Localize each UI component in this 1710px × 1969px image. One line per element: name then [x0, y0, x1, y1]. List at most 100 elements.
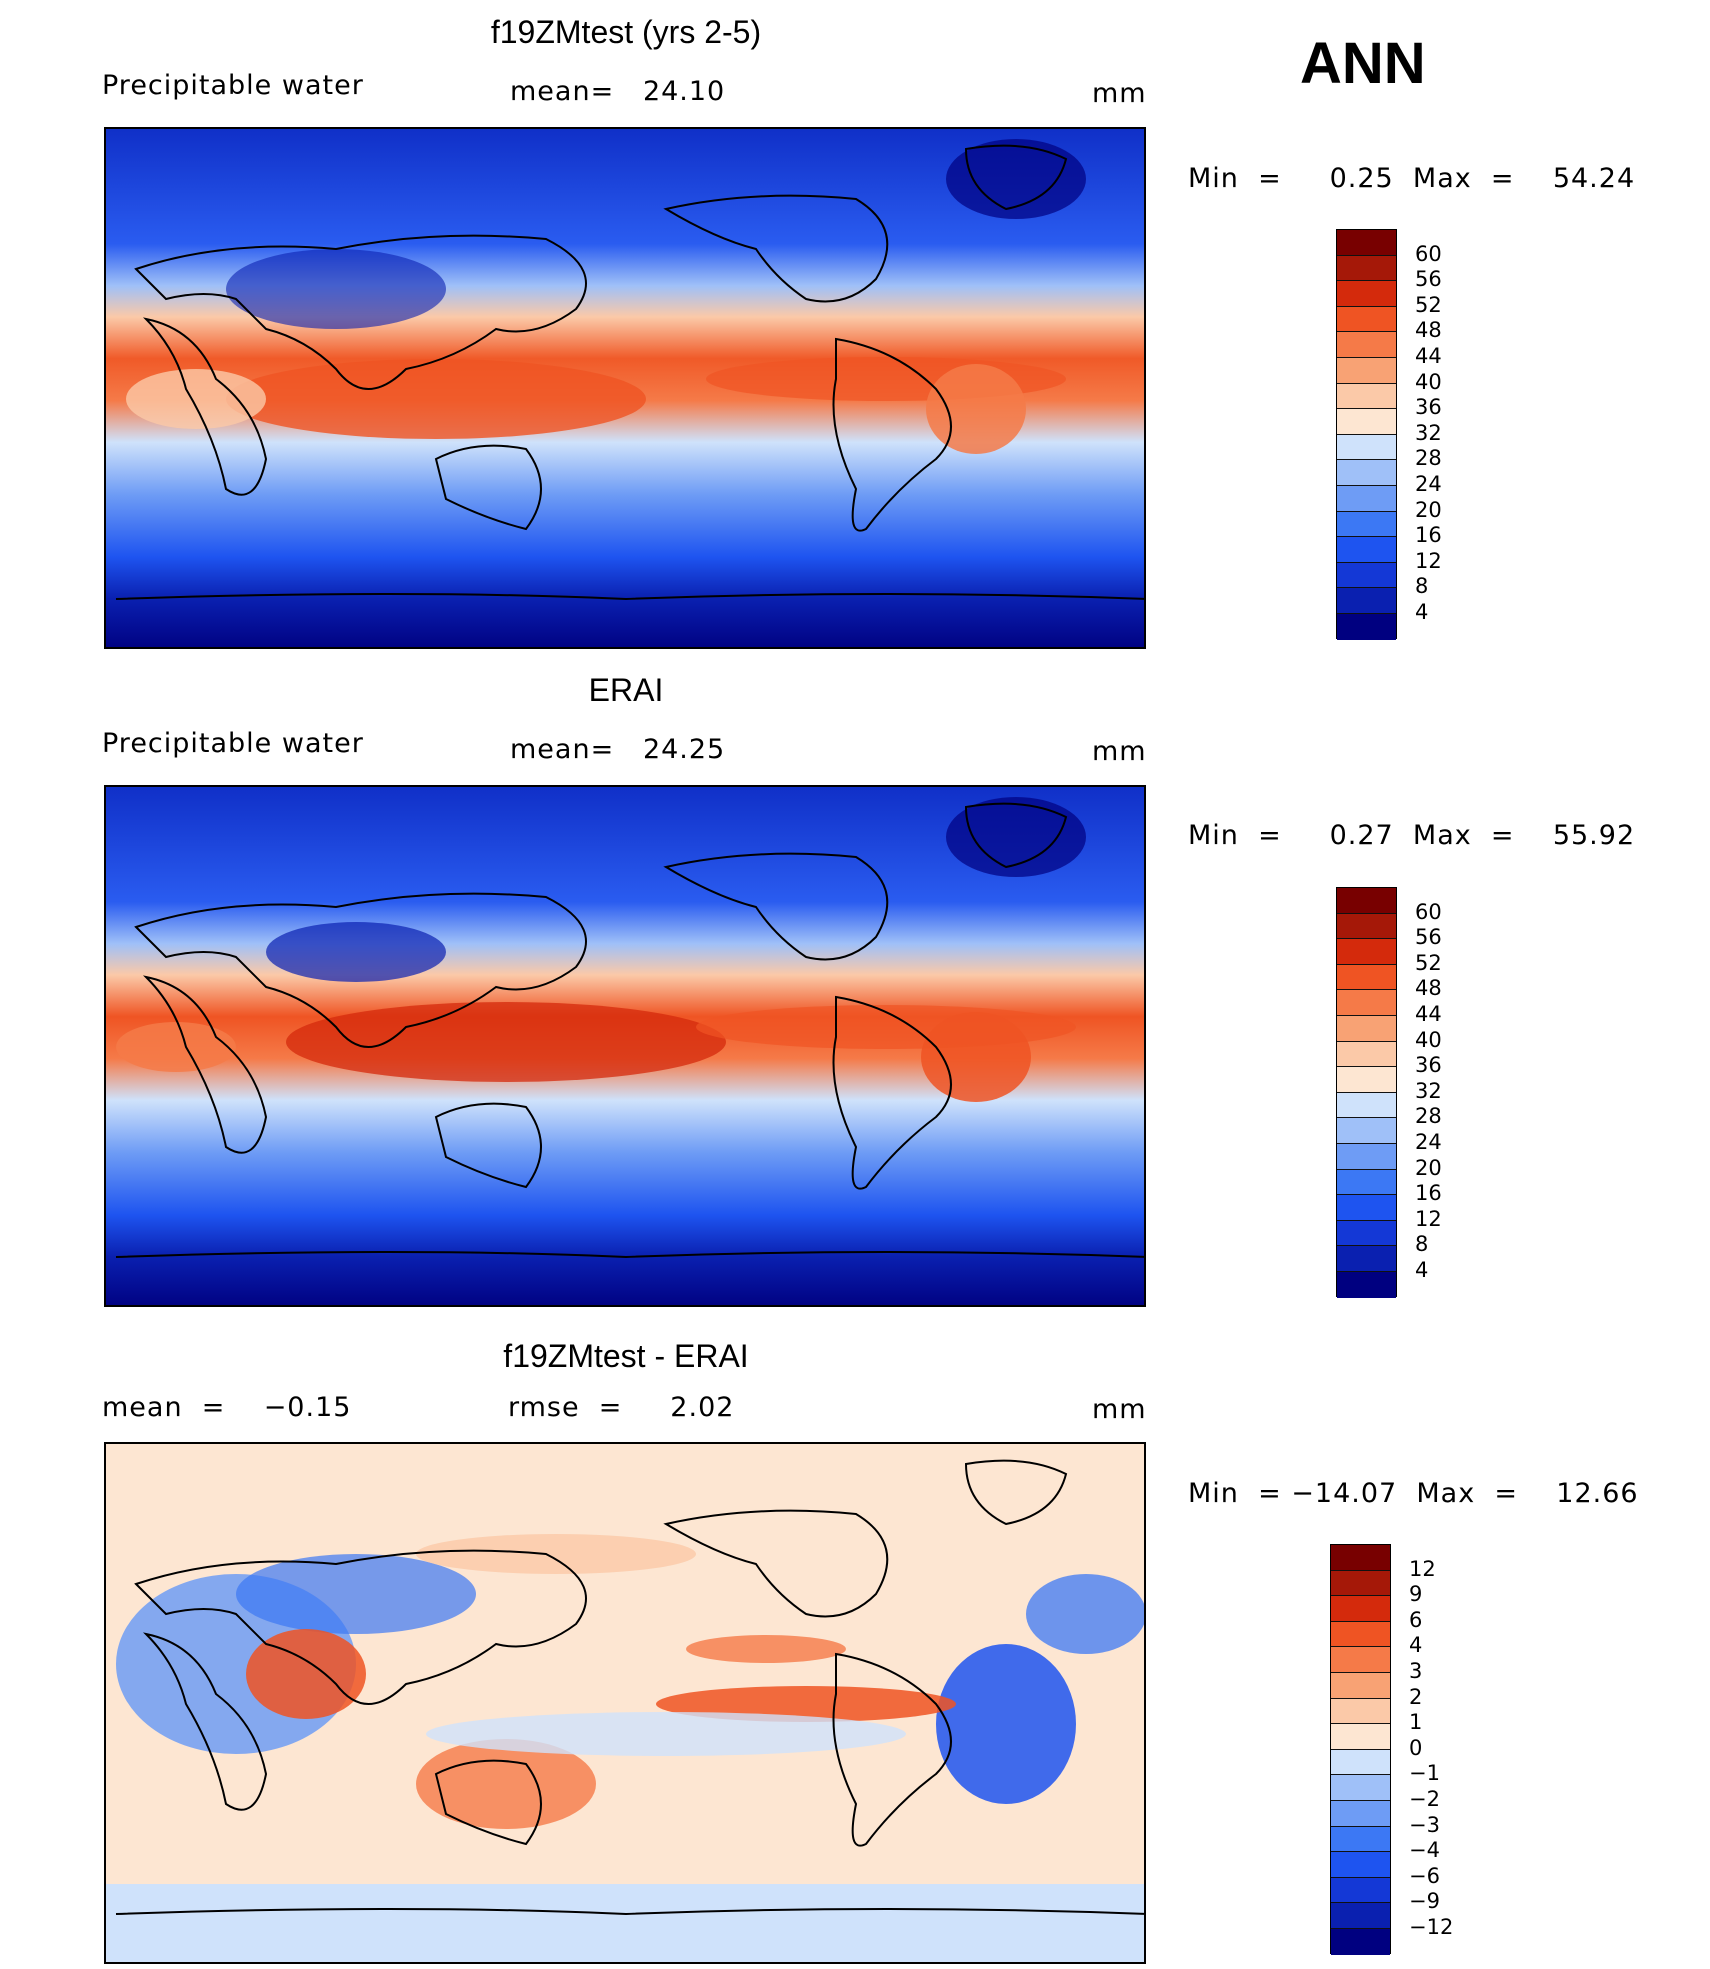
panel-3-colorbar-swatch — [1331, 1621, 1390, 1648]
panel-3-colorbar-tick: 12 — [1409, 1556, 1436, 1581]
panel-1-colorbar-tick: 40 — [1415, 369, 1442, 394]
panel-3-map — [104, 1442, 1146, 1964]
panel-1-colorbar-swatch — [1337, 230, 1396, 256]
panel-1-colorbar-swatch — [1337, 588, 1396, 614]
panel-1-colorbar-tick: 12 — [1415, 548, 1442, 573]
panel-3-colorbar-swatch — [1331, 1749, 1390, 1776]
panel-1-min-max: Min = 0.25 Max = 54.24 — [1188, 163, 1636, 194]
panel-2-colorbar-swatch — [1337, 1118, 1396, 1144]
panel-3-colorbar-swatches — [1330, 1544, 1391, 1955]
panel-2-colorbar-tick: 60 — [1415, 899, 1442, 924]
panel-3-colorbar-swatch — [1331, 1903, 1390, 1929]
panel-2-colorbar-swatch — [1337, 964, 1396, 991]
panel-3-colorbar-swatch — [1331, 1826, 1390, 1853]
panel-3-units: mm — [1092, 1394, 1147, 1425]
panel-3-min-max: Min = −14.07 Max = 12.66 — [1188, 1478, 1639, 1509]
panel-3-colorbar-tick: −2 — [1409, 1787, 1440, 1811]
panel-2-map — [104, 785, 1146, 1307]
panel-2-colorbar-swatch — [1337, 1195, 1396, 1221]
panel-2-min-max: Min = 0.27 Max = 55.92 — [1188, 820, 1636, 851]
panel-2-colorbar-swatch — [1337, 1143, 1396, 1170]
season-label: ANN — [1300, 31, 1426, 96]
panel-1-colorbar-swatch — [1337, 383, 1396, 410]
panel-1-colorbar-swatch — [1337, 537, 1396, 563]
panel-2-colorbar-tick: 12 — [1415, 1206, 1442, 1231]
panel-2-mean-label: mean= 24.25 — [510, 734, 726, 765]
panel-2-colorbar-swatch — [1337, 939, 1396, 965]
panel-3-colorbar-tick: −3 — [1409, 1812, 1440, 1837]
panel-1-colorbar-swatch — [1337, 332, 1396, 358]
panel-3-title: f19ZMtest - ERAI — [503, 1338, 749, 1374]
panel-1-colorbar-swatch — [1337, 409, 1396, 435]
panel-3-colorbar-swatch — [1331, 1928, 1390, 1955]
panel-2-colorbar-tick: 8 — [1415, 1232, 1429, 1257]
panel-1-colorbar-tick: 16 — [1415, 523, 1442, 548]
panel-3-colorbar-swatch — [1331, 1570, 1390, 1597]
panel-3-colorbar-tick: 1 — [1409, 1710, 1423, 1735]
panel-3-colorbar-tick: 3 — [1409, 1659, 1423, 1683]
panel-2-colorbar-tick: 36 — [1415, 1053, 1442, 1078]
panel-1-colorbar-swatch — [1337, 460, 1396, 486]
panel-2-colorbar-tick: 52 — [1415, 950, 1442, 975]
panel-3-colorbar-swatch — [1331, 1724, 1390, 1750]
panel-2-map-plot — [106, 787, 1144, 1305]
panel-1-mean-label: mean= 24.10 — [510, 76, 726, 107]
panel-1-colorbar-tick: 60 — [1415, 241, 1442, 266]
panel-1-colorbar-tick: 56 — [1415, 267, 1442, 292]
panel-3-colorbar-swatch — [1331, 1800, 1390, 1827]
panel-2-colorbar-tick: 44 — [1415, 1002, 1442, 1026]
panel-3-mean-label: mean = −0.15 — [102, 1392, 352, 1423]
panel-2-colorbar-tick: 48 — [1415, 976, 1442, 1001]
panel-1-colorbar-swatches — [1336, 229, 1397, 640]
panel-3-colorbar-swatch — [1331, 1852, 1390, 1878]
panel-2-colorbar-tick: 40 — [1415, 1027, 1442, 1052]
panel-2-variable-label: Precipitable water — [102, 728, 364, 759]
panel-1-colorbar-swatch — [1337, 613, 1396, 640]
panel-3-colorbar-tick: 6 — [1409, 1607, 1423, 1632]
panel-1-colorbar-tick: 20 — [1415, 497, 1442, 522]
panel-3-rmse-label: rmse = 2.02 — [508, 1392, 735, 1423]
panel-3-colorbar-tick: 0 — [1409, 1735, 1423, 1760]
panel-2-colorbar-tick: 32 — [1415, 1078, 1442, 1103]
panel-2-colorbar-swatch — [1337, 1169, 1396, 1196]
panel-2-colorbar-swatch — [1337, 1271, 1396, 1298]
panel-1-colorbar-swatch — [1337, 357, 1396, 384]
panel-3-colorbar-swatch — [1331, 1545, 1390, 1571]
panel-2-colorbar-tick: 24 — [1415, 1130, 1442, 1154]
panel-1-colorbar-tick: 32 — [1415, 420, 1442, 445]
panel-1-colorbar-tick: 44 — [1415, 344, 1442, 368]
panel-3-colorbar-tick: −9 — [1409, 1889, 1440, 1914]
panel-2-colorbar-swatch — [1337, 1041, 1396, 1068]
panel-1-title: f19ZMtest (yrs 2-5) — [490, 14, 762, 50]
panel-1-variable-label: Precipitable water — [102, 70, 364, 101]
panel-1-colorbar-swatch — [1337, 281, 1396, 307]
panel-3-colorbar-tick: −12 — [1409, 1915, 1454, 1939]
panel-2-colorbar-tick: 16 — [1415, 1181, 1442, 1206]
panel-3-colorbar-tick: −4 — [1409, 1838, 1440, 1863]
panel-1-colorbar-tick: 8 — [1415, 574, 1429, 599]
panel-1-colorbar-tick: 24 — [1415, 472, 1442, 496]
panel-3-colorbar-tick: −6 — [1409, 1863, 1440, 1888]
panel-1-colorbar-swatch — [1337, 306, 1396, 333]
panel-2-colorbar-swatches — [1336, 887, 1397, 1298]
panel-3-colorbar-tick: −1 — [1409, 1761, 1440, 1786]
panel-3-colorbar-tick: 4 — [1409, 1633, 1423, 1658]
panel-1-colorbar-swatch — [1337, 562, 1396, 589]
panel-3-colorbar-swatch — [1331, 1672, 1390, 1699]
panel-3-map-plot — [106, 1444, 1144, 1962]
panel-1-colorbar-tick: 48 — [1415, 318, 1442, 343]
panel-2-colorbar-swatch — [1337, 1220, 1396, 1247]
panel-3-colorbar-swatch — [1331, 1647, 1390, 1673]
panel-1-map — [104, 127, 1146, 649]
panel-1-colorbar-swatch — [1337, 485, 1396, 512]
panel-3-colorbar-swatch — [1331, 1877, 1390, 1904]
panel-2-colorbar-tick: 28 — [1415, 1104, 1442, 1129]
panel-3-colorbar-swatch — [1331, 1596, 1390, 1622]
panel-3-colorbar-tick: 9 — [1409, 1582, 1423, 1607]
panel-1-colorbar-swatch — [1337, 511, 1396, 538]
panel-2-colorbar-tick: 20 — [1415, 1155, 1442, 1180]
panel-2-colorbar-swatch — [1337, 1015, 1396, 1042]
panel-3-colorbar-swatch — [1331, 1775, 1390, 1801]
panel-2-colorbar-swatch — [1337, 1246, 1396, 1272]
panel-2-colorbar-swatch — [1337, 888, 1396, 914]
